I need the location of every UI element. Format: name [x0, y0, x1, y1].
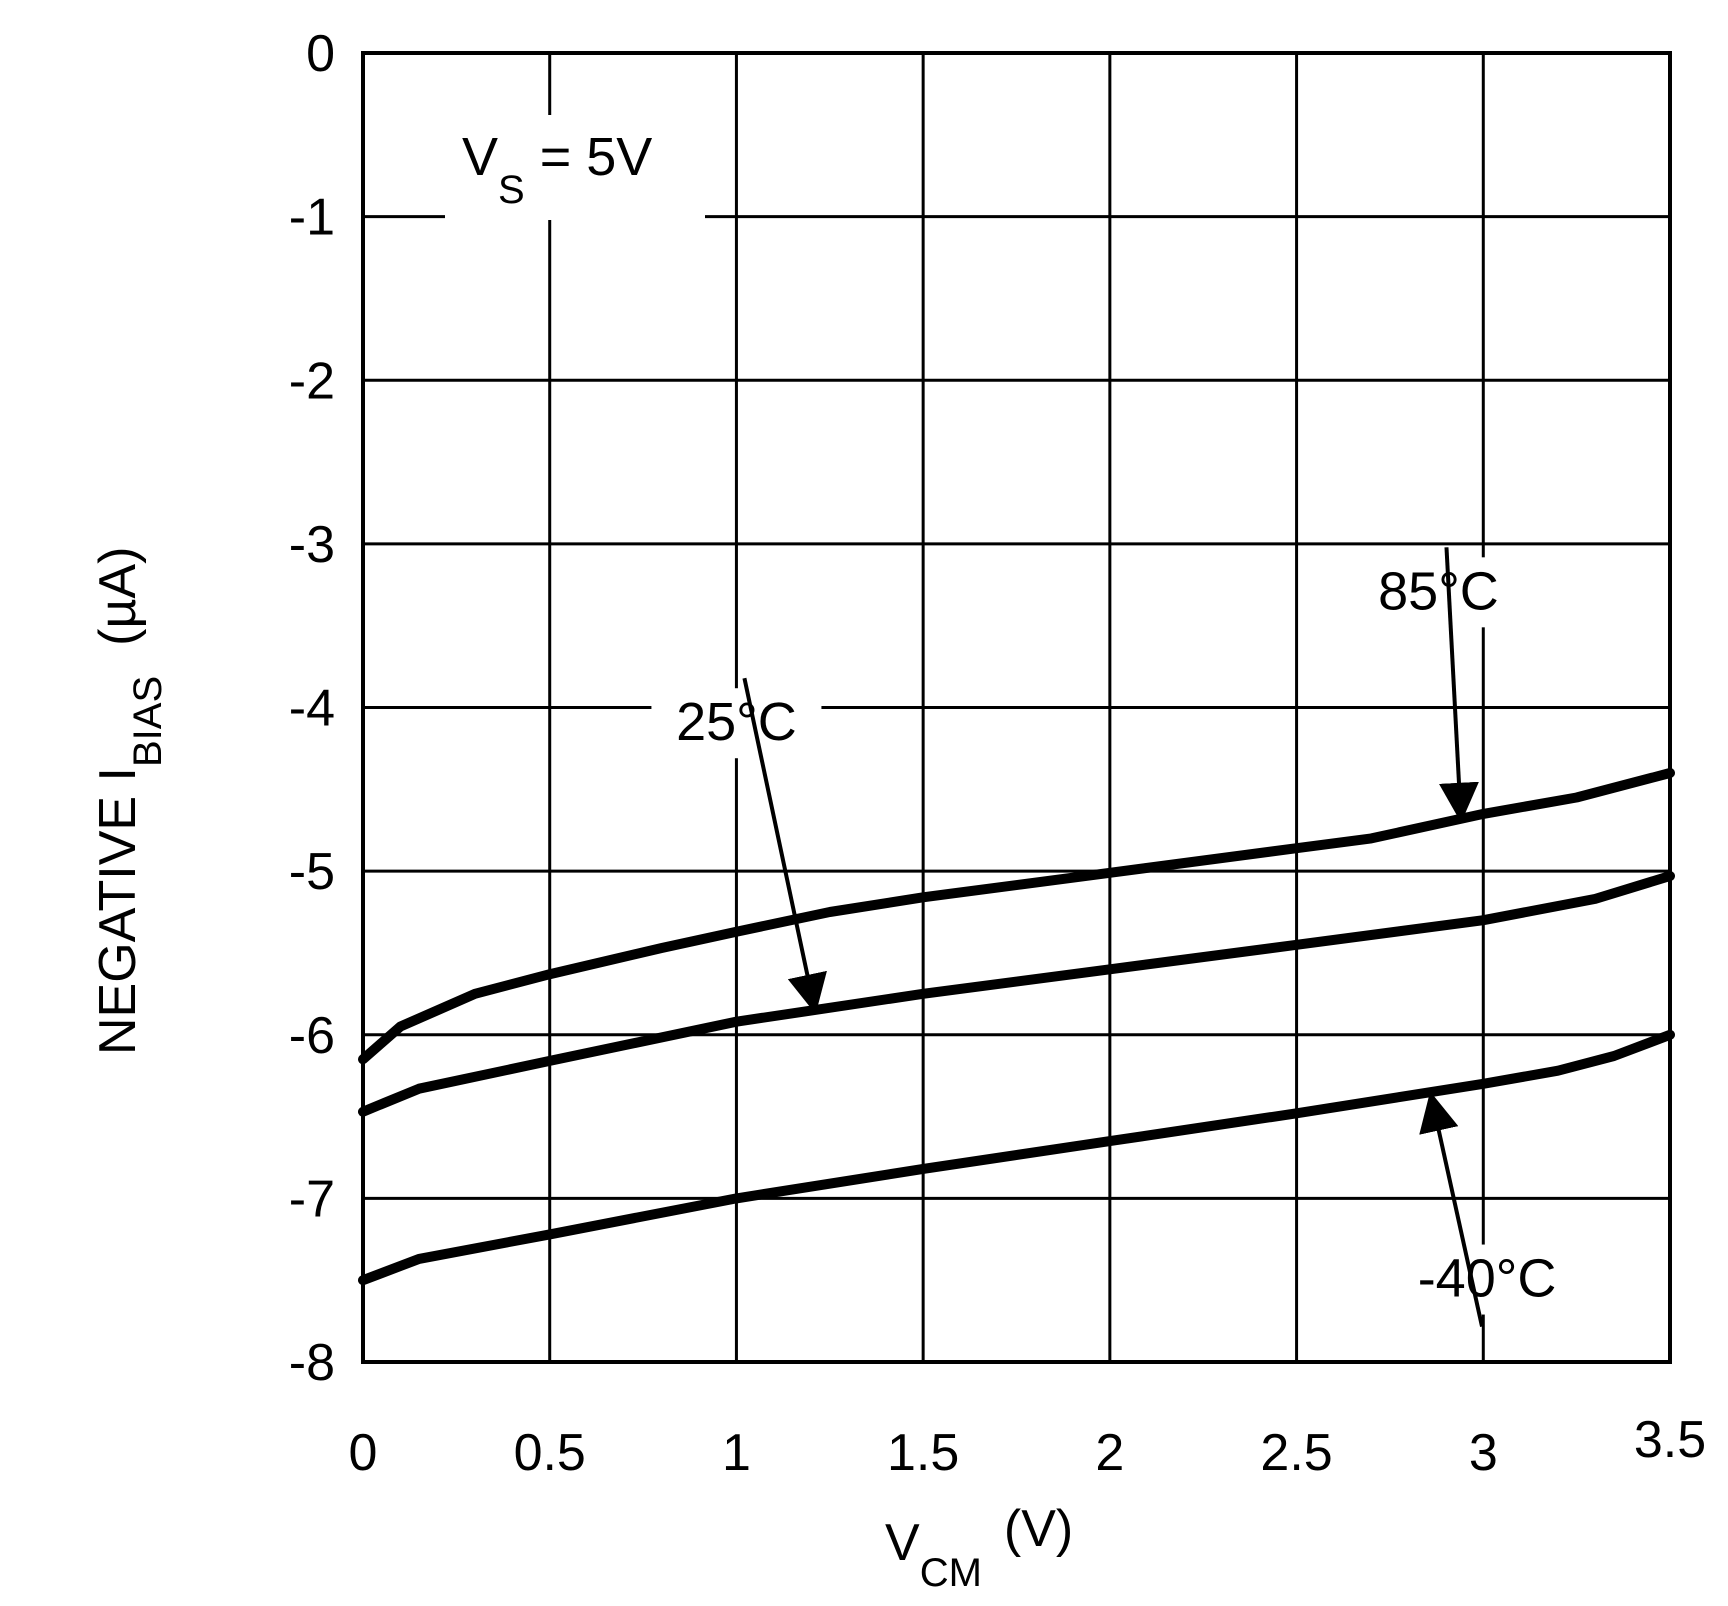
- series-label-bg-40-c: [1402, 1244, 1573, 1315]
- x-axis-label-main: V: [885, 1514, 920, 1572]
- series-label-bg-25-c: [651, 688, 822, 759]
- y-tick-label: -2: [289, 352, 335, 410]
- annotation-rest: = 5V: [525, 127, 653, 187]
- annotation-sub: S: [498, 168, 525, 212]
- y-axis-label-sub: BIAS: [126, 676, 170, 767]
- series-line-40-c: [358, 1029, 1675, 1286]
- x-axis-label-sub: CM: [920, 1551, 982, 1595]
- supply-voltage-annotation: VS = 5V: [462, 127, 652, 212]
- x-tick-label: 1: [722, 1424, 751, 1482]
- series-label-40-c: -40°C: [1418, 1249, 1557, 1309]
- y-tick-label: -6: [289, 1007, 335, 1065]
- series-line-25-c: [358, 871, 1675, 1117]
- x-tick-label: 1.5: [887, 1424, 959, 1482]
- y-axis-label-unit: (µA): [89, 547, 147, 646]
- y-axis-label: NEGATIVE IBIAS (µA): [89, 547, 170, 1055]
- y-axis-label-main: NEGATIVE I: [89, 767, 147, 1055]
- series-arrow-25-c: [742, 677, 827, 1015]
- y-tick-label: -5: [289, 843, 335, 901]
- x-tick-label: 0: [349, 1424, 378, 1482]
- x-tick-label: 3: [1469, 1424, 1498, 1482]
- y-tick-label: -1: [289, 189, 335, 247]
- series-arrow-40-c: [1419, 1091, 1484, 1327]
- x-tick-label: 3.5: [1634, 1411, 1706, 1469]
- y-tick-label: -3: [289, 516, 335, 574]
- y-tick-label: 0: [306, 25, 335, 83]
- x-axis-label: VCM (V): [885, 1500, 1073, 1595]
- y-tick-label: -8: [289, 1334, 335, 1392]
- x-tick-label: 2: [1095, 1424, 1124, 1482]
- plot-frame: [361, 51, 1672, 1364]
- annotation-background: [445, 115, 705, 220]
- series-label-85-c: 85°C: [1378, 561, 1499, 621]
- y-tick-label: -4: [289, 680, 335, 738]
- x-tick-label: 0.5: [514, 1424, 586, 1482]
- series-arrow-85-c: [1439, 547, 1479, 823]
- series-label-bg-85-c: [1353, 557, 1524, 628]
- y-axis-ticks: 0 -1 -2 -3 -4 -5 -6 -7 -8: [289, 25, 335, 1392]
- x-tick-label: 2.5: [1260, 1424, 1332, 1482]
- annotation-main: V: [462, 127, 498, 187]
- series-label-25-c: 25°C: [676, 692, 797, 752]
- y-tick-label: -7: [289, 1170, 335, 1228]
- x-axis-label-unit: (V): [1004, 1500, 1073, 1558]
- x-axis-ticks: 0 0.5 1 1.5 2 2.5 3 3.5: [349, 1411, 1707, 1482]
- series-labels: 85°C 25°C -40°C: [651, 547, 1573, 1327]
